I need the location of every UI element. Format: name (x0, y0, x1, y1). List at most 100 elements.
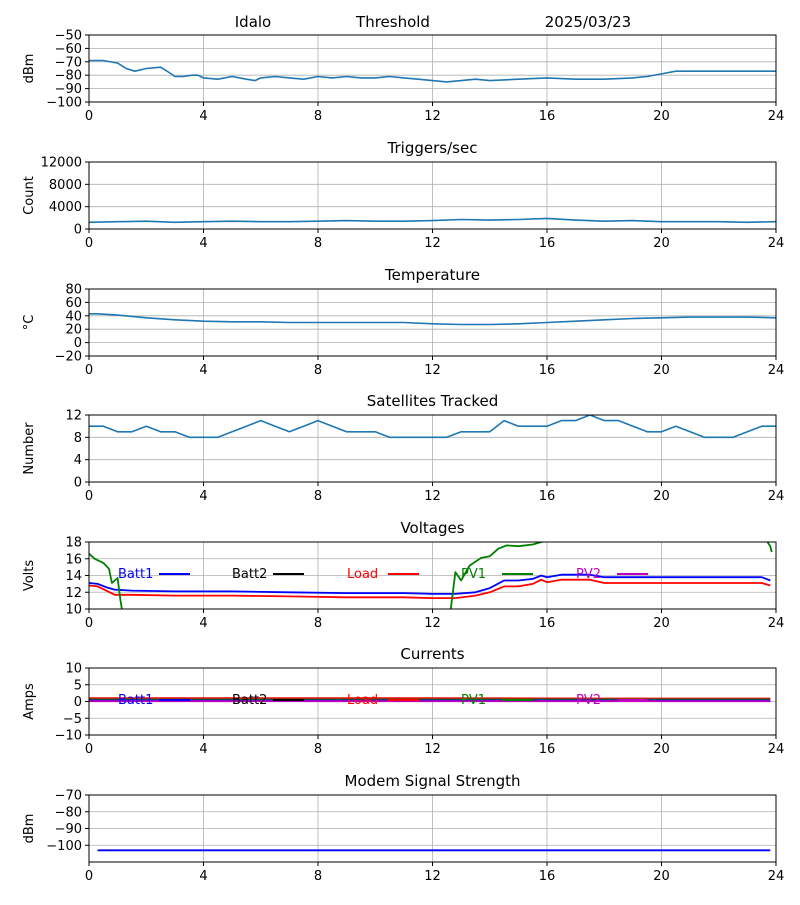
x-tick-label: 24 (768, 489, 785, 504)
series-line-batt1 (89, 575, 770, 594)
x-tick-label: 16 (539, 109, 556, 124)
panel-title: Modem Signal Strength (345, 772, 521, 790)
x-tick-label: 4 (199, 742, 207, 757)
y-tick-label: −90 (55, 82, 82, 97)
x-tick-label: 0 (85, 869, 93, 884)
y-axis-label: Count (22, 176, 37, 215)
figure-date: 2025/03/23 (545, 13, 631, 31)
x-tick-label: 4 (199, 363, 207, 378)
panel-title: Currents (400, 645, 464, 663)
y-tick-label: 8 (74, 431, 82, 446)
y-axis-label: Amps (22, 683, 37, 720)
x-tick-label: 20 (653, 236, 670, 251)
y-tick-label: 20 (65, 323, 82, 338)
x-tick-label: 12 (424, 869, 441, 884)
x-tick-label: 24 (768, 109, 785, 124)
x-tick-label: 12 (424, 616, 441, 631)
y-axis-label: °C (22, 315, 37, 331)
x-tick-label: 12 (424, 363, 441, 378)
legend-label-pv1: PV1 (461, 567, 486, 582)
x-tick-label: 0 (85, 363, 93, 378)
x-tick-label: 4 (199, 109, 207, 124)
x-tick-label: 12 (424, 109, 441, 124)
y-tick-label: −90 (55, 822, 82, 837)
x-tick-label: 4 (199, 236, 207, 251)
y-axis-label: dBm (22, 54, 37, 84)
x-tick-label: 12 (424, 236, 441, 251)
x-tick-label: 4 (199, 489, 207, 504)
x-tick-label: 8 (314, 869, 322, 884)
y-tick-label: 4 (74, 453, 82, 468)
legend-label-load: Load (347, 693, 378, 708)
x-tick-label: 8 (314, 742, 322, 757)
y-tick-label: −70 (55, 55, 82, 70)
series-line-pv1 (762, 534, 772, 552)
x-tick-label: 24 (768, 616, 785, 631)
x-tick-label: 8 (314, 363, 322, 378)
y-tick-label: 8000 (49, 178, 82, 193)
y-axis-label: dBm (22, 814, 37, 844)
x-tick-label: 20 (653, 109, 670, 124)
y-tick-label: 12 (65, 409, 82, 424)
series-line-load (89, 580, 770, 598)
x-tick-label: 20 (653, 489, 670, 504)
panel-title: Satellites Tracked (367, 392, 498, 410)
x-tick-label: 20 (653, 363, 670, 378)
y-tick-label: 10 (65, 603, 82, 618)
x-tick-label: 0 (85, 109, 93, 124)
x-tick-label: 8 (314, 109, 322, 124)
figure-header: Idalo Threshold 2025/03/23 (235, 13, 631, 31)
legend-label-batt2: Batt2 (232, 693, 267, 708)
x-tick-label: 4 (199, 616, 207, 631)
y-tick-label: −10 (55, 729, 82, 744)
y-tick-label: −100 (46, 96, 82, 111)
x-tick-label: 16 (539, 363, 556, 378)
y-tick-label: −80 (55, 805, 82, 820)
y-tick-label: 0 (74, 336, 82, 351)
x-tick-label: 4 (199, 869, 207, 884)
y-tick-label: −5 (63, 712, 82, 727)
legend-label-pv2: PV2 (576, 567, 601, 582)
x-tick-label: 24 (768, 742, 785, 757)
y-axis-label: Volts (22, 560, 37, 592)
y-axis-label: Number (22, 422, 37, 475)
figure-subtitle: Threshold (355, 13, 430, 31)
legend-label-pv1: PV1 (461, 693, 486, 708)
x-tick-label: 24 (768, 869, 785, 884)
legend-label-batt2: Batt2 (232, 567, 267, 582)
x-tick-label: 24 (768, 363, 785, 378)
panel-title: Voltages (400, 519, 464, 537)
x-tick-label: 16 (539, 742, 556, 757)
x-tick-label: 0 (85, 489, 93, 504)
x-tick-label: 8 (314, 236, 322, 251)
x-tick-label: 0 (85, 616, 93, 631)
station-name: Idalo (235, 13, 271, 31)
y-tick-label: −20 (55, 350, 82, 365)
y-tick-label: 10 (65, 662, 82, 677)
x-tick-label: 20 (653, 869, 670, 884)
x-tick-label: 8 (314, 616, 322, 631)
y-tick-label: 12000 (41, 156, 82, 171)
y-tick-label: 14 (65, 569, 82, 584)
legend-label-pv2: PV2 (576, 693, 601, 708)
panel-title: Triggers/sec (387, 139, 478, 157)
y-tick-label: −100 (46, 839, 82, 854)
legend-label-load: Load (347, 567, 378, 582)
y-tick-label: −70 (55, 789, 82, 804)
y-tick-label: 40 (65, 309, 82, 324)
y-tick-label: 12 (65, 586, 82, 601)
y-tick-label: 16 (65, 552, 82, 567)
y-tick-label: 0 (74, 695, 82, 710)
x-tick-label: 16 (539, 489, 556, 504)
x-tick-label: 24 (768, 236, 785, 251)
y-tick-label: 18 (65, 536, 82, 551)
y-tick-label: −60 (55, 42, 82, 57)
